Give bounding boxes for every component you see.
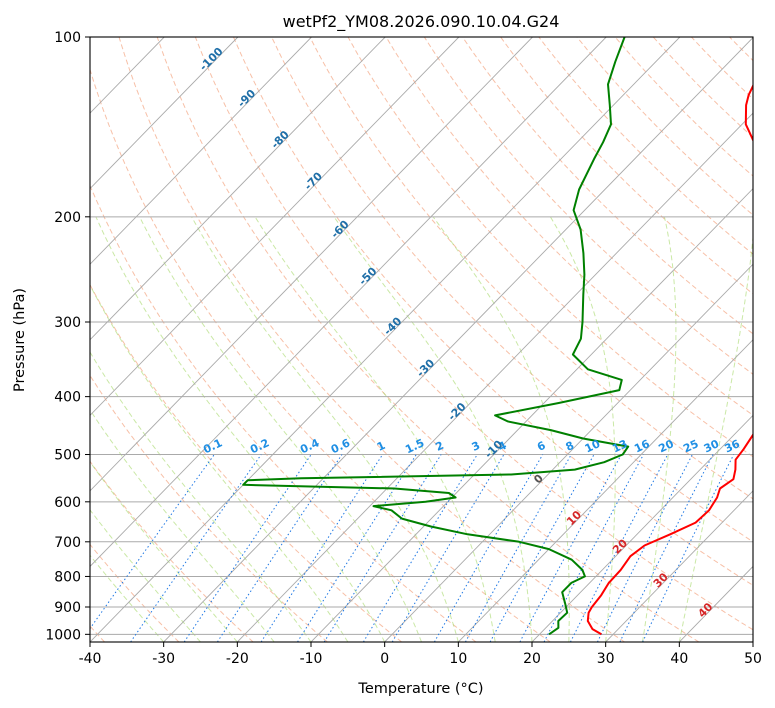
isotherm-line [90, 37, 239, 190]
mixing-ratio-line [216, 454, 343, 642]
y-tick-label: 500 [54, 448, 81, 464]
moist-adiabat-line [90, 509, 201, 642]
mixing-ratio-line [433, 454, 544, 642]
dry-adiabat-line [156, 37, 700, 642]
isotherm-line [237, 112, 753, 642]
moist-adiabat-line [90, 408, 275, 642]
isotherm-line [90, 37, 533, 492]
dry-adiabat-line [385, 37, 753, 416]
isotherm-line [90, 37, 607, 568]
dry-adiabat-line [194, 37, 753, 631]
isotherm-line [163, 37, 753, 642]
mixing-ratio-line [130, 454, 262, 642]
x-tick-label: 0 [380, 651, 389, 667]
y-tick-label: 1000 [45, 627, 81, 643]
x-tick-label: -20 [226, 651, 249, 667]
dry-adiabat-line [614, 37, 753, 177]
isotherm-line [90, 37, 460, 416]
x-tick-label: -10 [300, 651, 323, 667]
chart-title: wetPf2_YM08.2026.090.10.04.G24 [283, 12, 560, 32]
y-tick-label: 700 [54, 535, 81, 551]
mixing-ratio-line [642, 454, 735, 642]
mixing-ratio-line [519, 454, 622, 642]
dry-adiabat-line [347, 37, 753, 458]
moist-adiabat-line [642, 216, 677, 642]
dry-adiabat-line [90, 67, 551, 642]
moist-adiabat-line [90, 461, 238, 642]
moist-adiabat-line [191, 216, 459, 642]
x-tick-label: 10 [449, 651, 467, 667]
mixing-ratio-label: 20 [657, 437, 677, 455]
isotherm-line [90, 37, 681, 642]
mixing-ratio-label: 13 [610, 437, 629, 455]
mixing-ratio-label: 25 [681, 437, 700, 455]
y-axis-title: Pressure (hPa) [12, 288, 28, 392]
isotherm-line [90, 37, 312, 265]
dry-adiabat-line [90, 374, 328, 642]
dry-adiabat-line [423, 37, 753, 375]
isotherm-line [310, 188, 753, 642]
temperature-profile-line [586, 83, 753, 636]
moist-adiabat-line [90, 554, 165, 642]
moist-adiabat-line [254, 216, 496, 642]
moist-adiabat-line [549, 216, 616, 642]
mixing-ratio-line [464, 454, 572, 642]
dry-adiabat-line [576, 37, 753, 216]
dry-adiabat-line [499, 37, 753, 295]
mixing-ratio-label: 36 [723, 437, 743, 455]
x-tick-label: 30 [597, 651, 615, 667]
dewpoint-profile-line [242, 37, 630, 636]
isotherm-line [531, 414, 753, 642]
axes: -40 -30 -20 -10 0 10 20 30 40 50 1000 900 800 700 600 5… [45, 30, 762, 667]
dry-adiabat-line [271, 37, 753, 543]
y-tick-label: 100 [54, 30, 81, 46]
y-tick-label: 600 [54, 495, 81, 511]
profile-lines [242, 37, 753, 636]
dry-adiabat-line [461, 37, 753, 335]
x-axis-title: Temperature (°C) [357, 681, 483, 697]
mixing-ratio-line [90, 454, 215, 630]
plot-frame [89, 36, 754, 643]
mixing-ratio-line [543, 454, 644, 642]
moist-adiabat-line [90, 351, 312, 642]
y-tick-label: 200 [54, 210, 81, 226]
mixing-ratio-label: 16 [632, 437, 652, 455]
mixing-ratio-label: 10 [583, 437, 603, 455]
dry-adiabat-line [90, 283, 403, 642]
dry-adiabat-line [232, 37, 753, 586]
moist-adiabat-line [139, 216, 422, 642]
isotherm-line [605, 490, 753, 642]
isotherm-line [384, 263, 753, 642]
x-tick-label: -30 [152, 651, 175, 667]
mixing-ratio-line [260, 454, 384, 642]
x-tick-label: 20 [523, 651, 541, 667]
mixing-ratio-label: 30 [702, 437, 722, 455]
mixing-ratio-line [183, 454, 312, 642]
dry-adiabat-line [90, 184, 477, 642]
y-tick-label: 800 [54, 569, 81, 585]
x-tick-label: 40 [670, 651, 688, 667]
moist-adiabat-line [90, 284, 349, 642]
x-tick-label: -40 [79, 651, 102, 667]
x-tick-label: 50 [744, 651, 762, 667]
mixing-ratio-line [391, 454, 505, 642]
y-tick-label: 900 [54, 600, 81, 616]
background-lines [90, 37, 753, 642]
y-tick-label: 400 [54, 390, 81, 406]
isotherm-line [458, 339, 753, 642]
y-tick-label: 300 [54, 315, 81, 331]
